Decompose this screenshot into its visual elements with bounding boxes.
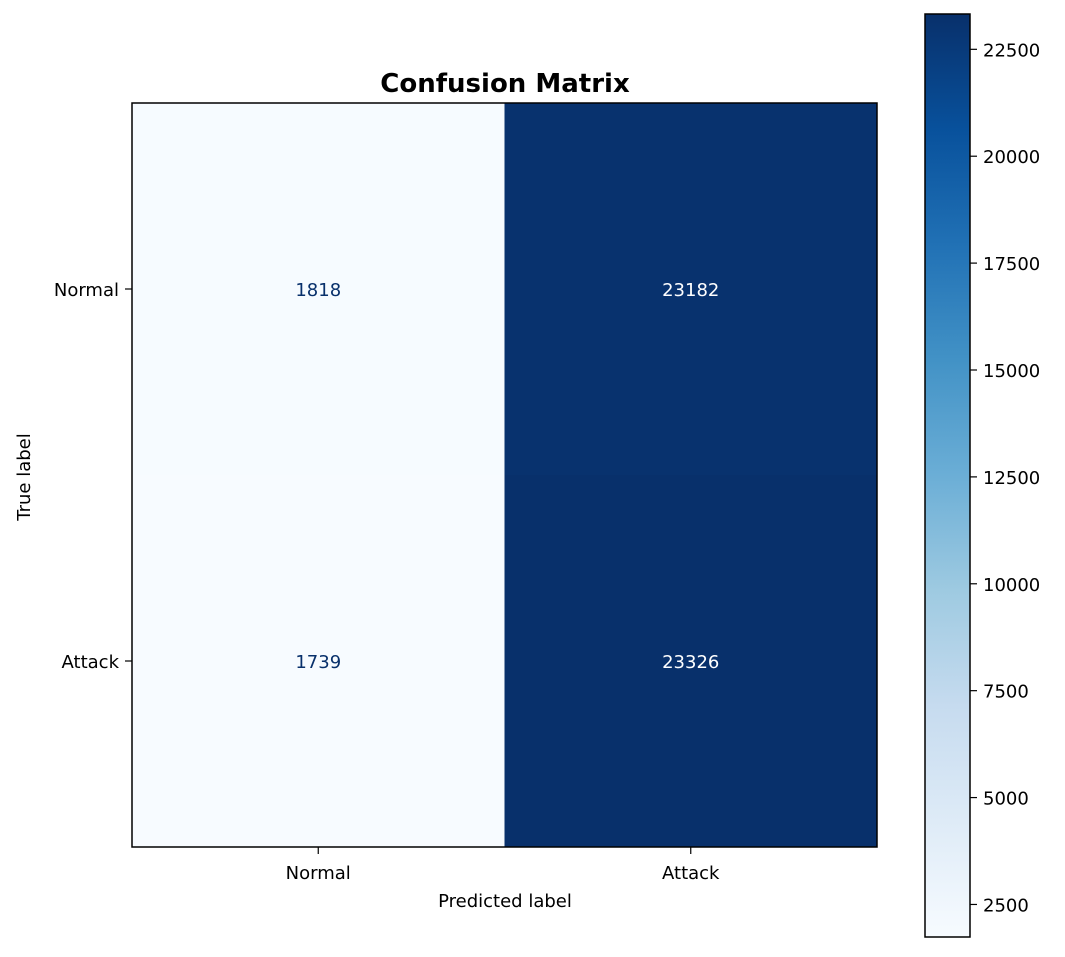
colorbar-tick-label: 5000 xyxy=(983,789,1029,810)
colorbar-tick-label: 22500 xyxy=(983,40,1040,61)
matrix-cells xyxy=(132,103,877,847)
cell-value-label: 23326 xyxy=(662,652,719,673)
cell-value-label: 23182 xyxy=(662,280,719,301)
plot-frame xyxy=(131,102,878,848)
x-tick-label: Attack xyxy=(662,863,720,884)
matrix-cell xyxy=(504,475,877,847)
x-axis-ticks: Normal Attack xyxy=(286,847,720,884)
y-tick-label: Normal xyxy=(54,280,119,301)
colorbar-tick-label: 12500 xyxy=(983,468,1040,489)
x-axis-label: Predicted label xyxy=(438,891,572,912)
cell-value-label: 1818 xyxy=(295,280,341,301)
y-axis-label: True label xyxy=(14,433,35,522)
colorbar-tick-label: 7500 xyxy=(983,682,1029,703)
matrix-cell xyxy=(132,103,505,475)
colorbar-tick-label: 20000 xyxy=(983,147,1040,168)
colorbar-tick-label: 15000 xyxy=(983,361,1040,382)
cell-value-label: 1739 xyxy=(295,652,341,673)
matrix-cell xyxy=(504,103,877,475)
matrix-cell xyxy=(132,475,505,847)
colorbar-tick-label: 2500 xyxy=(983,895,1029,916)
y-axis-ticks: Normal Attack xyxy=(54,280,132,673)
colorbar xyxy=(924,13,971,938)
chart-title: Confusion Matrix xyxy=(380,69,630,99)
colorbar-tick-label: 17500 xyxy=(983,254,1040,275)
colorbar-tick-label: 10000 xyxy=(983,575,1040,596)
cell-value-labels: 1818 23182 1739 23326 xyxy=(295,280,719,673)
y-tick-label: Attack xyxy=(62,652,120,673)
x-tick-label: Normal xyxy=(286,863,351,884)
colorbar-ticks: 2500 5000 7500 10000 12500 15000 17500 20000 225… xyxy=(970,40,1040,916)
